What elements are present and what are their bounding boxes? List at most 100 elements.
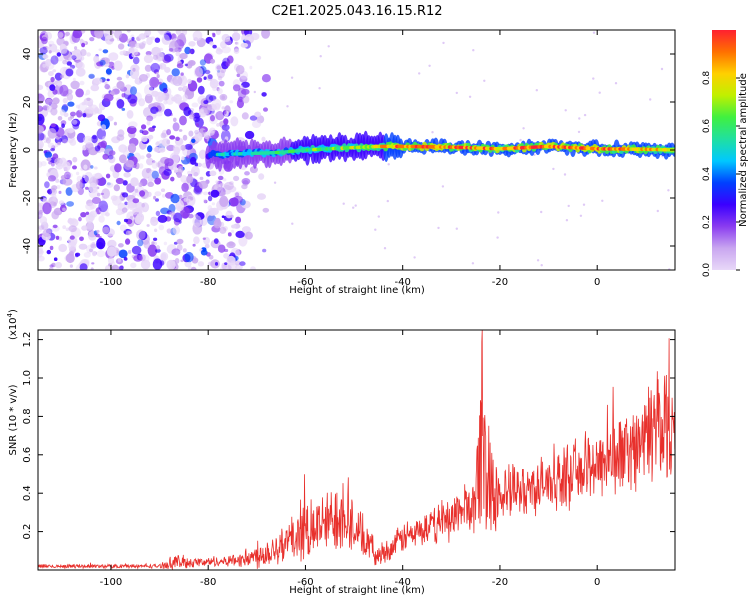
noise-blob [65,31,70,36]
noise-blob [92,251,97,257]
noise-blob [212,85,217,92]
noise-speck [497,211,500,214]
noise-blob [238,235,248,247]
noise-blob [125,74,130,79]
noise-blob [48,267,54,270]
noise-blob [146,224,150,227]
noise-blob [93,55,100,63]
noise-speck [592,77,595,80]
noise-blob [233,48,240,54]
colorbar-tick-label: 0.4 [702,167,712,182]
x-tick-label: 0 [594,277,600,288]
noise-blob [48,50,52,54]
noise-blob [97,114,106,122]
noise-blob [79,263,88,270]
noise-blob [85,211,90,215]
noise-blob [150,106,159,114]
noise-blob [125,159,135,168]
noise-blob [147,145,153,153]
noise-blob [154,177,162,185]
noise-blob [50,148,55,152]
noise-blob [60,44,68,54]
noise-blob [182,248,187,253]
noise-blob [174,258,180,264]
noise-blob [38,84,44,91]
noise-blob [175,136,180,141]
noise-blob [163,53,174,62]
colorbar-tick-label: 0.0 [702,263,712,278]
noise-speck [483,79,486,83]
figure-title: C2E1.2025.043.16.15.R12 [271,4,442,19]
noise-blob [173,117,177,123]
noise-speck [431,131,434,134]
noise-blob [144,93,153,104]
noise-speck [273,181,277,184]
y-tick-label: 0.2 [22,524,33,540]
noise-blob [166,259,176,270]
noise-blob [130,86,137,96]
noise-blob [155,245,160,251]
noise-blob [193,185,203,195]
noise-blob [45,97,53,105]
noise-blob [250,32,260,41]
noise-blob [66,201,74,207]
noise-blob [102,136,106,141]
noise-blob [233,30,238,34]
noise-blob [45,137,51,144]
noise-blob [138,33,147,40]
noise-blob [80,30,86,34]
noise-blob [38,125,44,134]
noise-blob [231,32,241,41]
noise-blob [193,66,203,78]
noise-blob [46,249,51,255]
noise-blob [48,44,52,47]
noise-speck [535,89,538,92]
noise-speck [582,203,586,206]
noise-blob [62,97,68,104]
noise-blob [177,36,181,40]
noise-blob [128,41,137,48]
noise-blob [139,129,144,134]
noise-blob [88,184,98,194]
y-tick-label: 0.8 [22,408,33,424]
noise-blob [163,100,168,105]
noise-blob [117,43,125,50]
noise-blob [118,243,124,248]
noise-blob [203,191,209,196]
noise-blob [211,202,216,206]
noise-blob [70,217,77,225]
noise-blob [241,81,250,88]
noise-blob [127,94,138,104]
y-tick-label: -40 [22,238,33,254]
noise-blob [38,214,43,218]
noise-blob [69,128,75,133]
noise-blob [57,116,63,121]
noise-blob [121,207,128,213]
noise-blob [192,30,203,41]
noise-blob [169,135,176,140]
noise-blob [130,262,137,269]
noise-blob [38,105,44,112]
noise-blob [50,76,55,83]
noise-blob [233,175,240,182]
noise-blob [107,256,115,265]
noise-blob [223,118,229,125]
noise-blob [191,102,199,108]
colorbar-tick-label: 0.2 [702,215,712,229]
noise-blob [147,181,154,187]
noise-blob [158,139,166,149]
noise-blob [106,182,114,188]
noise-blob [130,67,140,79]
noise-speck [437,226,440,230]
noise-blob [172,122,180,132]
noise-speck [496,236,499,239]
noise-blob [132,198,140,204]
noise-blob [154,228,158,233]
noise-blob [58,243,68,253]
noise-blob [131,36,135,41]
noise-blob [69,235,75,240]
colorbar-tick-label: 0.8 [702,71,712,86]
noise-blob [234,41,238,45]
noise-blob [221,215,225,218]
